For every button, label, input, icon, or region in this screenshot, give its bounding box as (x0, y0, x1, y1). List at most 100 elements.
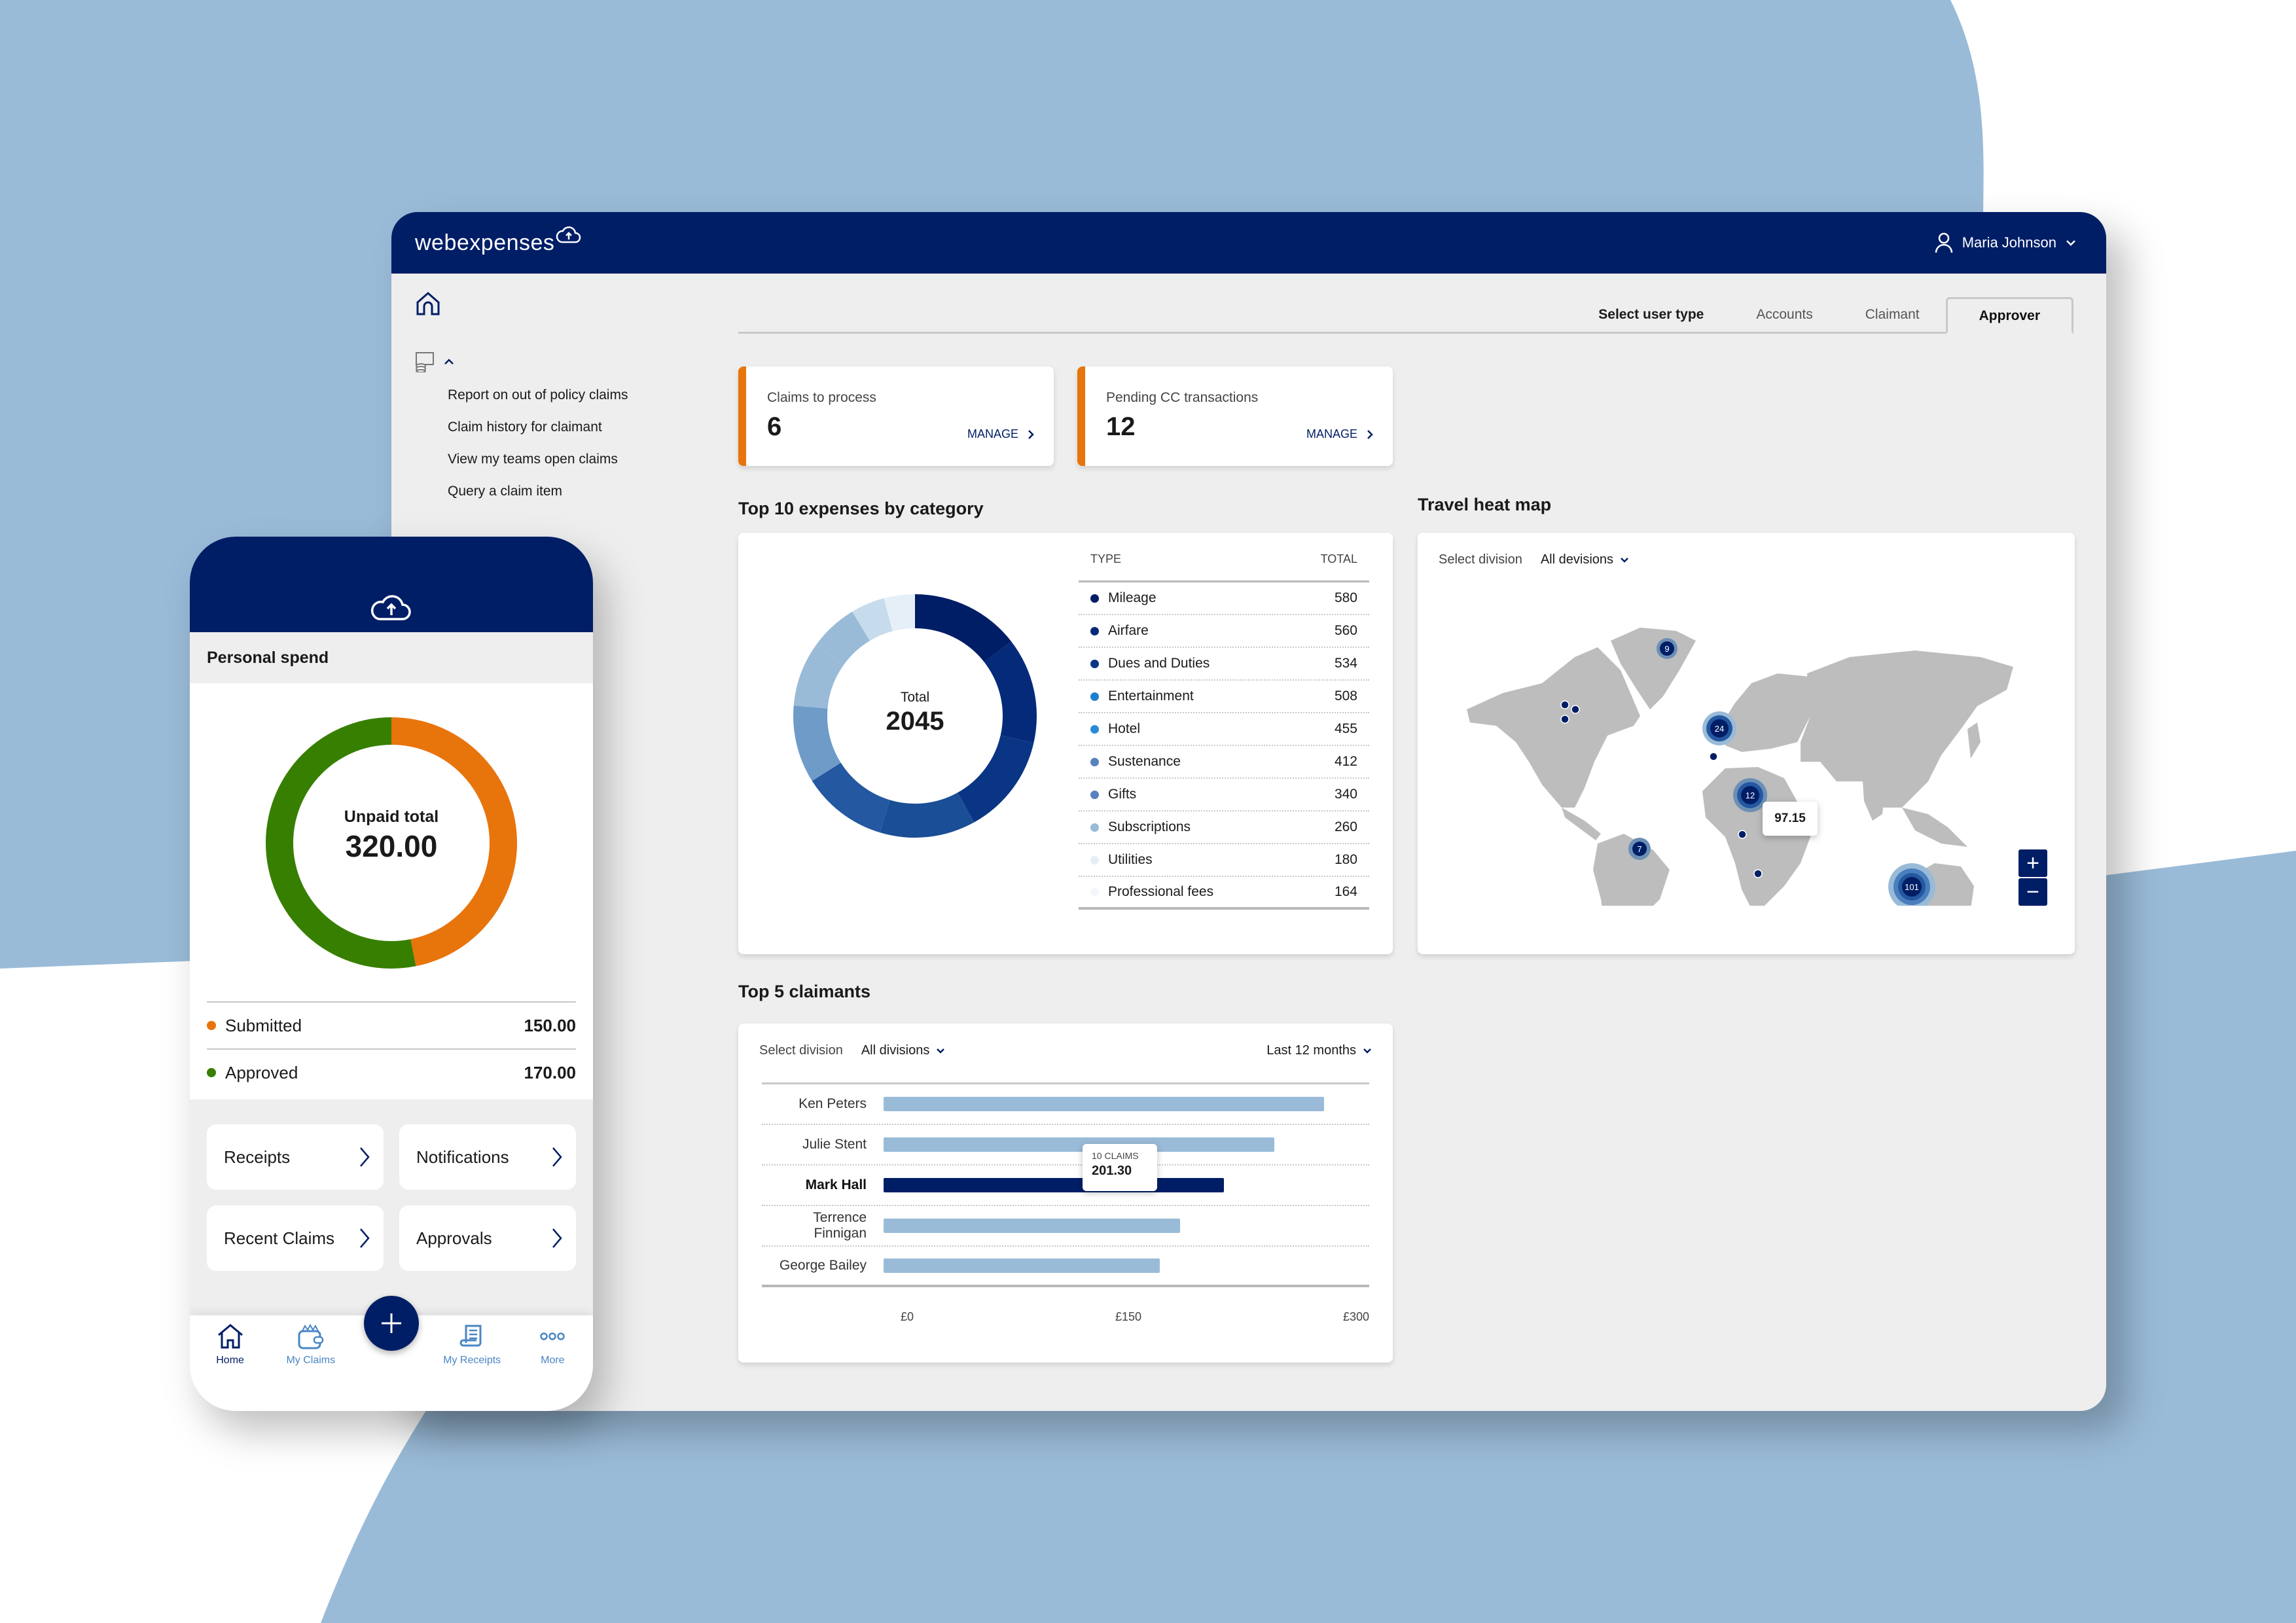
receipts-tile[interactable]: Receipts (207, 1124, 384, 1190)
tab-accounts[interactable]: Accounts (1756, 307, 1813, 322)
category-name: Airfare (1108, 623, 1149, 638)
donut-segment[interactable] (266, 717, 416, 969)
donut-segment[interactable] (793, 645, 844, 709)
chevron-right-icon (1367, 429, 1373, 439)
donut-segment[interactable] (880, 793, 975, 838)
category-total: 560 (1334, 623, 1357, 638)
plus-icon (382, 1313, 401, 1333)
recent-claims-tile[interactable]: Recent Claims (207, 1205, 384, 1271)
category-dot (1090, 626, 1099, 635)
claimant-bar[interactable] (884, 1178, 1225, 1192)
col-total: TOTAL (1320, 552, 1357, 565)
heatmap-panel: Select division All devisions (1418, 533, 2075, 954)
legend-value: 170.00 (524, 1062, 576, 1082)
notifications-tile[interactable]: Notifications (399, 1124, 576, 1190)
stat-value: 12 (1106, 412, 1136, 441)
wallet-icon (298, 1323, 324, 1349)
manage-claims-button[interactable]: MANAGE (967, 427, 1034, 441)
period-dropdown[interactable]: Last 12 months (1266, 1043, 1372, 1058)
claimant-tooltip: 10 CLAIMS 201.30 (1083, 1144, 1157, 1191)
map-cluster-africa (1733, 778, 1767, 812)
nav-my-receipts[interactable]: My Receipts (436, 1323, 508, 1411)
webexpenses-logo[interactable]: webexpenses (415, 226, 582, 256)
map-cluster-greenland (1657, 638, 1677, 659)
nav-label: My Claims (286, 1355, 336, 1366)
heatmap-section-title: Travel heat map (1418, 495, 1552, 514)
category-dot (1090, 757, 1099, 766)
category-total: 260 (1334, 819, 1357, 834)
world-map[interactable]: 9 24 12 7 101 (1444, 611, 2033, 906)
donut-total-value: 2045 (886, 707, 944, 736)
tile-label: Notifications (416, 1147, 509, 1167)
tab-claimant[interactable]: Claimant (1865, 307, 1920, 322)
claimant-row: Julie Stent (762, 1125, 1369, 1166)
legend-label: Submitted (225, 1015, 302, 1035)
sidebar-item-claim-history[interactable]: Claim history for claimant (448, 419, 602, 435)
home-icon[interactable] (415, 291, 441, 317)
manage-label: MANAGE (967, 427, 1018, 440)
nav-home[interactable]: Home (194, 1323, 266, 1411)
pending-cc-transactions-card: Pending CC transactions 12 MANAGE (1077, 366, 1393, 466)
add-claim-fab[interactable] (364, 1296, 419, 1351)
sidebar-item-team-open-claims[interactable]: View my teams open claims (448, 452, 618, 467)
claimants-division-dropdown[interactable]: All divisions (861, 1043, 945, 1058)
nav-more[interactable]: More (516, 1323, 588, 1411)
donut-segment[interactable] (391, 717, 517, 967)
donut-segment[interactable] (816, 611, 870, 666)
unpaid-total-label: Unpaid total (344, 808, 439, 826)
claimant-bar[interactable] (884, 1219, 1181, 1233)
division-dropdown-value: All devisions (1540, 552, 1614, 567)
claimant-bar[interactable] (884, 1137, 1274, 1152)
donut-segment[interactable] (793, 705, 841, 781)
donut-segment[interactable] (852, 598, 893, 641)
category-dot (1090, 659, 1099, 668)
chevron-down-icon (2066, 240, 2075, 246)
more-icon (540, 1332, 565, 1340)
desktop-app-window: webexpenses Maria Johnson Report on out … (391, 212, 2106, 1411)
category-dot (1090, 724, 1099, 734)
reports-menu: Report on out of policy claims Claim his… (448, 379, 690, 507)
approvals-tile[interactable]: Approvals (399, 1205, 576, 1271)
sidebar-item-query-claim[interactable]: Query a claim item (448, 484, 563, 499)
donut-segment[interactable] (812, 762, 890, 833)
category-dot (1090, 855, 1099, 865)
personal-spend-legend: Submitted 150.00 Approved 170.00 (207, 1001, 576, 1096)
donut-segment[interactable] (884, 594, 915, 632)
claimants-filters: Select division All divisions Last 12 mo… (759, 1043, 1372, 1058)
sidebar-item-out-of-policy-report[interactable]: Report on out of policy claims (448, 387, 628, 402)
category-total: 508 (1334, 688, 1357, 704)
manage-cc-button[interactable]: MANAGE (1306, 427, 1373, 441)
donut-segment[interactable] (915, 594, 1012, 663)
cloud-upload-icon (556, 226, 581, 243)
app-header: webexpenses Maria Johnson (391, 212, 2106, 274)
chevron-right-icon (360, 1147, 370, 1167)
heatmap-filters: Select division All devisions (1439, 552, 2054, 567)
expenses-table: TYPE TOTAL Mileage 580 Airfare 560 Dues and … (1079, 552, 1369, 910)
col-type: TYPE (1090, 552, 1122, 565)
donut-segment[interactable] (984, 641, 1037, 743)
category-dot (1090, 790, 1099, 799)
category-total: 412 (1334, 754, 1357, 769)
nav-label: More (541, 1355, 565, 1366)
expense-row: Gifts 340 (1079, 779, 1369, 812)
claimant-bar[interactable] (884, 1097, 1325, 1111)
unpaid-total-value: 320.00 (345, 829, 438, 863)
approved-dot (207, 1068, 216, 1077)
reports-menu-toggle[interactable] (415, 351, 690, 372)
map-zoom-in-button[interactable]: + (2018, 849, 2047, 877)
stat-value: 6 (767, 412, 782, 441)
division-filter-label: Select division (1439, 552, 1522, 567)
claimant-row: Terrence Finnigan (762, 1206, 1369, 1247)
donut-segment[interactable] (958, 735, 1034, 823)
division-dropdown[interactable]: All devisions (1541, 552, 1629, 567)
chevron-right-icon (552, 1228, 562, 1248)
nav-my-claims[interactable]: My Claims (275, 1323, 347, 1411)
map-zoom-out-button[interactable]: − (2018, 878, 2047, 906)
claimant-bar[interactable] (884, 1258, 1160, 1273)
tab-approver[interactable]: Approver (1945, 297, 2073, 334)
chevron-right-icon (1028, 429, 1034, 439)
expense-row: Entertainment 508 (1079, 681, 1369, 713)
map-pin (1571, 705, 1580, 714)
user-menu[interactable]: Maria Johnson (1935, 232, 2076, 253)
claimant-name: Julie Stent (802, 1137, 867, 1152)
